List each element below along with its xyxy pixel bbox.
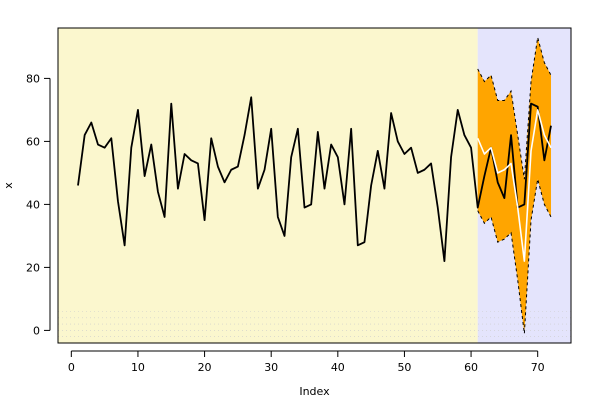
x-tick-label-20: 20	[198, 361, 212, 374]
y-tick-label-80: 80	[26, 72, 40, 85]
y-axis: 0 20 40 60 80	[26, 72, 51, 337]
x-axis-title: Index	[299, 385, 330, 398]
plot-frame	[57, 27, 572, 344]
y-tick-label-20: 20	[26, 261, 40, 274]
y-axis-title: x	[2, 182, 15, 189]
x-tick-label-30: 30	[264, 361, 278, 374]
y-tick-label-60: 60	[26, 135, 40, 148]
x-tick-label-40: 40	[331, 361, 345, 374]
series-lines	[77, 96, 552, 263]
x-tick-label-70: 70	[531, 361, 545, 374]
upper-bound-line	[477, 37, 552, 180]
y-tick-label-0: 0	[33, 324, 40, 337]
x-axis: 0 10 20 30 40 50 60 70	[68, 350, 545, 374]
region-0	[58, 28, 478, 343]
x-tick-label-60: 60	[464, 361, 478, 374]
x-tick-label-0: 0	[68, 361, 75, 374]
x-tick-label-50: 50	[397, 361, 411, 374]
observed-line	[77, 96, 552, 263]
forecast-line	[476, 109, 552, 262]
y-tick-label-40: 40	[26, 198, 40, 211]
x-tick-label-10: 10	[131, 361, 145, 374]
